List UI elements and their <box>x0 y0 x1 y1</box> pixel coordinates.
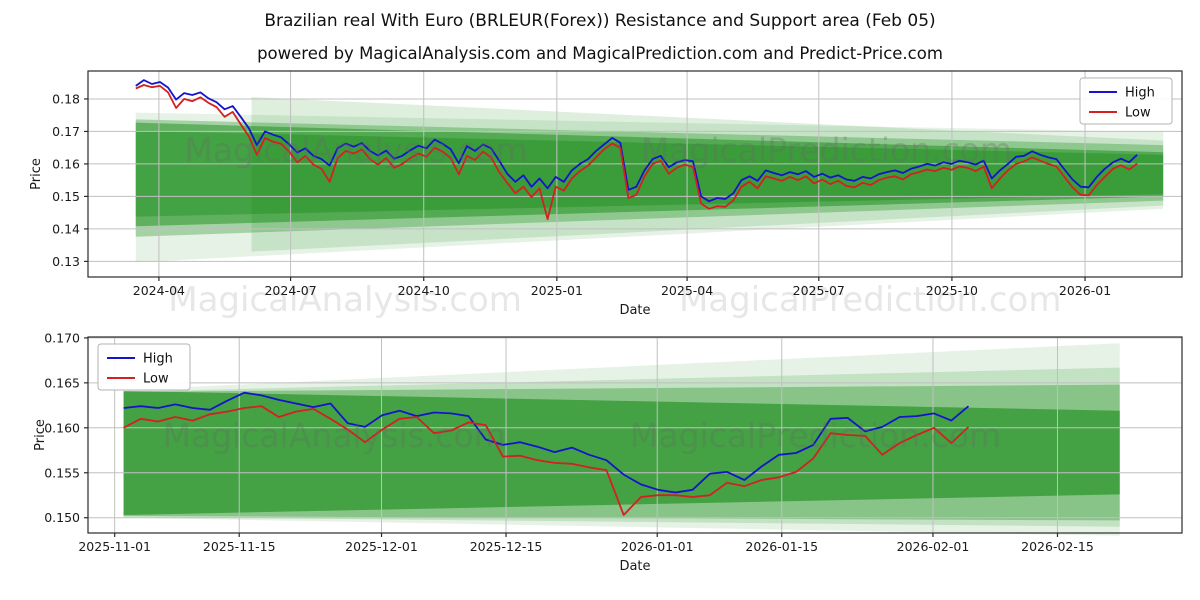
x-tick-label: 2026-01-15 <box>745 539 818 554</box>
y-tick-label: 0.150 <box>44 510 80 525</box>
x-tick-label: 2025-12-01 <box>345 539 418 554</box>
plot-border <box>87 70 1183 278</box>
y-tick-label: 0.165 <box>44 375 80 390</box>
y-tick-label: 0.17 <box>52 124 80 139</box>
watermark-text: MagicalPrediction.com <box>630 416 1001 455</box>
y-tick-label: 0.14 <box>52 221 80 236</box>
high-line <box>123 391 970 494</box>
x-tick-label: 2025-01 <box>531 283 583 298</box>
x-tick-label: 2024-04 <box>133 283 185 298</box>
bottom-chart: MagicalAnalysis.com MagicalPrediction.com… <box>33 330 1183 574</box>
plot-background <box>88 71 1182 277</box>
legend-high-label: High <box>143 352 173 367</box>
chart-subtitle: powered by MagicalAnalysis.com and Magic… <box>257 44 943 63</box>
x-tick-label: 2025-12-15 <box>470 539 543 554</box>
top-chart: MagicalAnalysis.com MagicalPrediction.com… <box>29 70 1183 320</box>
x-tick-label: 2025-10 <box>926 283 978 298</box>
low-line <box>135 84 1138 221</box>
x-tick-label: 2026-02-01 <box>897 539 970 554</box>
watermark-text: MagicalAnalysis.com <box>168 280 522 320</box>
x-tick-label: 2024-10 <box>398 283 450 298</box>
low-line <box>123 405 970 516</box>
legend-low-label: Low <box>143 372 169 387</box>
support-resistance-band <box>135 122 1164 227</box>
y-tick-label: 0.15 <box>52 189 80 204</box>
high-line <box>135 79 1138 203</box>
watermark-text: MagicalAnalysis.com <box>163 416 506 455</box>
support-resistance-band <box>135 112 1164 263</box>
x-tick-label: 2025-07 <box>793 283 845 298</box>
support-resistance-band <box>135 130 1164 217</box>
x-tick-label: 2024-07 <box>264 283 316 298</box>
x-axis-label: Date <box>619 303 650 318</box>
watermark-text: MagicalPrediction.com <box>679 280 1062 320</box>
legend-low-label: Low <box>1125 106 1151 121</box>
y-tick-label: 0.13 <box>52 254 80 269</box>
support-resistance-band <box>251 96 1164 252</box>
legend-high-label: High <box>1125 86 1155 101</box>
y-tick-label: 0.18 <box>52 91 80 106</box>
y-axis-label: Price <box>33 419 48 451</box>
x-axis-label: Date <box>619 559 650 574</box>
y-tick-label: 0.160 <box>44 420 80 435</box>
y-tick-label: 0.16 <box>52 156 80 171</box>
x-tick-label: 2026-01-01 <box>621 539 694 554</box>
x-tick-label: 2026-01 <box>1059 283 1111 298</box>
watermark-text: MagicalAnalysis.com <box>184 131 527 170</box>
y-tick-label: 0.170 <box>44 330 80 345</box>
y-tick-label: 0.155 <box>44 465 80 480</box>
support-resistance-band <box>135 119 1164 237</box>
watermark-text: MagicalPrediction.com <box>641 131 1012 170</box>
x-tick-label: 2025-11-15 <box>203 539 276 554</box>
chart-title: Brazilian real With Euro (BRLEUR(Forex))… <box>264 11 936 31</box>
legend: High Low <box>97 343 191 391</box>
legend: High Low <box>1079 77 1173 125</box>
plot-border <box>87 336 1183 534</box>
x-tick-label: 2025-04 <box>661 283 713 298</box>
y-axis-label: Price <box>29 158 44 190</box>
x-tick-label: 2026-02-15 <box>1021 539 1094 554</box>
x-tick-label: 2025-11-01 <box>78 539 151 554</box>
